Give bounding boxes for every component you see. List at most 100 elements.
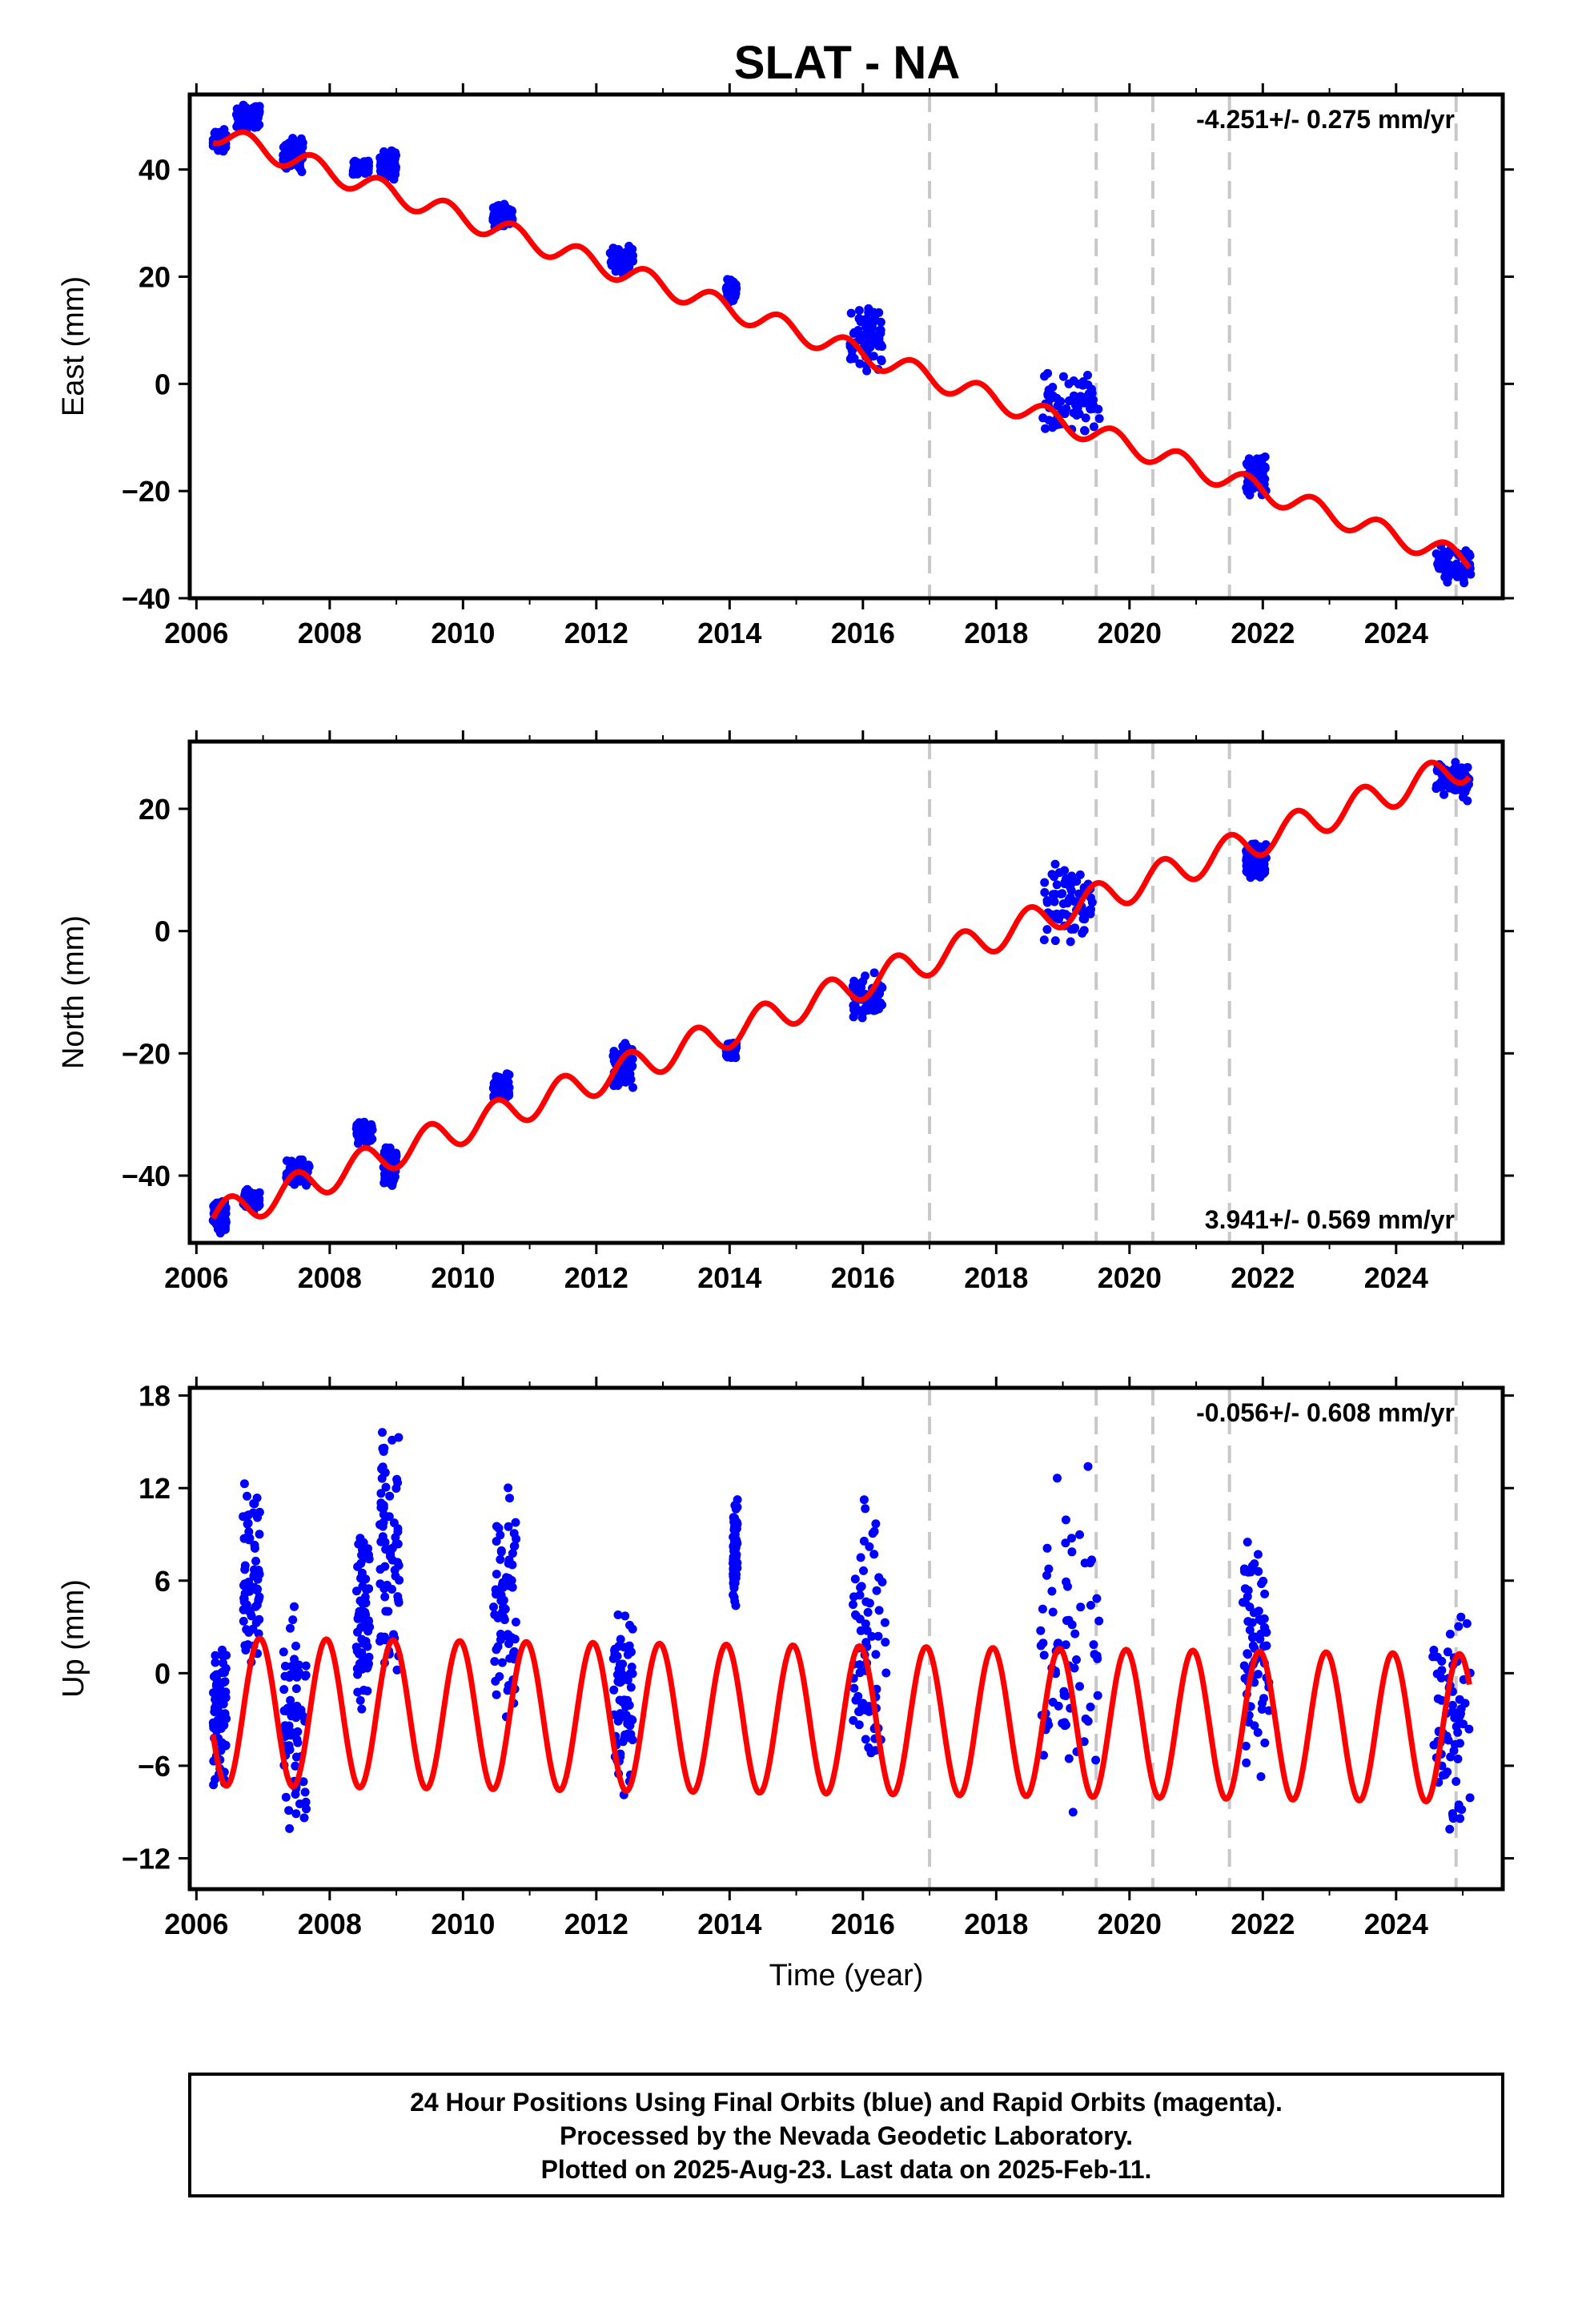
rate-label-north: 3.941+/- 0.569 mm/yr xyxy=(1205,1205,1455,1234)
footer-line-2: Processed by the Nevada Geodetic Laborat… xyxy=(560,2121,1133,2150)
y-tick-label: 6 xyxy=(155,1565,171,1598)
data-point xyxy=(869,968,879,978)
data-point xyxy=(384,151,394,161)
data-point xyxy=(861,1504,870,1514)
data-point xyxy=(847,351,857,360)
data-point xyxy=(286,1695,295,1705)
data-point xyxy=(1451,569,1460,579)
data-point xyxy=(292,1735,302,1744)
data-point xyxy=(511,1618,520,1626)
data-point xyxy=(1093,1691,1102,1700)
data-point xyxy=(1047,1586,1057,1596)
data-point xyxy=(1451,758,1460,767)
data-point xyxy=(857,1582,866,1591)
data-point xyxy=(627,1663,636,1672)
data-point xyxy=(1448,1811,1458,1820)
data-point xyxy=(299,1813,309,1823)
data-point xyxy=(1050,859,1060,869)
data-point xyxy=(376,1489,386,1498)
data-point xyxy=(855,1590,865,1600)
data-point xyxy=(1247,1618,1257,1627)
data-point xyxy=(1242,861,1251,870)
x-tick-label: 2018 xyxy=(964,617,1028,649)
data-point xyxy=(211,1681,221,1691)
footer-line-3: Plotted on 2025-Aug-23. Last data on 202… xyxy=(541,2155,1152,2184)
data-point xyxy=(613,245,623,254)
data-point xyxy=(1457,763,1467,773)
data-point xyxy=(1242,1758,1251,1767)
data-point xyxy=(1061,1640,1070,1650)
data-point xyxy=(502,1069,512,1079)
chart-title: SLAT - NA xyxy=(734,37,960,89)
data-point xyxy=(508,1560,517,1570)
data-point xyxy=(1073,407,1082,416)
data-point xyxy=(361,1620,371,1630)
data-point xyxy=(357,1704,367,1714)
data-point xyxy=(623,1650,632,1659)
data-point xyxy=(211,1651,220,1660)
x-tick-label: 2006 xyxy=(164,1261,228,1294)
data-point xyxy=(217,1222,227,1231)
data-point xyxy=(614,1714,624,1723)
data-point xyxy=(1260,1589,1270,1598)
data-point xyxy=(386,1552,395,1561)
data-point xyxy=(1081,1714,1090,1723)
panels: 2006 2008 2010 2012 2014 2016 2018 2020 2022 2024… xyxy=(57,83,1514,1992)
data-point xyxy=(859,1566,868,1575)
data-point xyxy=(854,983,864,992)
data-point xyxy=(1040,372,1049,381)
y-tick-label: 0 xyxy=(155,368,171,400)
data-point xyxy=(1050,936,1060,946)
data-point xyxy=(1243,1538,1252,1547)
data-point xyxy=(244,1580,254,1590)
data-point xyxy=(500,201,509,211)
data-point xyxy=(355,1695,365,1705)
data-point xyxy=(1038,413,1048,423)
data-point xyxy=(496,1546,506,1555)
x-tick-label: 2016 xyxy=(831,617,895,649)
data-point xyxy=(851,1610,860,1619)
data-point xyxy=(301,1671,311,1680)
data-point xyxy=(1429,1646,1439,1655)
data-point xyxy=(243,1519,252,1529)
y-tick-label: −20 xyxy=(122,475,171,508)
data-point xyxy=(856,317,865,327)
x-tick-label: 2008 xyxy=(298,1908,362,1940)
data-point xyxy=(1050,872,1059,882)
y-tick-label: −6 xyxy=(138,1750,171,1783)
data-point xyxy=(1048,1607,1058,1617)
data-point xyxy=(1454,1622,1464,1631)
data-point xyxy=(854,306,864,316)
data-point xyxy=(616,1664,625,1674)
data-point xyxy=(497,211,507,221)
data-point xyxy=(1085,906,1094,915)
data-point xyxy=(1094,414,1104,424)
footer-line-1: 24 Hour Positions Using Final Orbits (bl… xyxy=(410,2088,1283,2117)
data-point xyxy=(382,1145,391,1155)
data-point xyxy=(1453,1754,1463,1763)
data-point xyxy=(1454,1800,1464,1810)
data-point xyxy=(359,1117,369,1127)
data-point xyxy=(392,1474,402,1484)
data-point xyxy=(850,1574,860,1584)
y-tick-label: −12 xyxy=(122,1842,171,1875)
data-point xyxy=(1075,870,1085,879)
data-point xyxy=(849,1005,859,1015)
y-tick-label: 20 xyxy=(139,793,171,826)
data-point xyxy=(620,1611,630,1621)
data-point xyxy=(861,1735,870,1744)
data-point xyxy=(870,313,880,323)
data-point xyxy=(1445,1630,1455,1638)
data-point xyxy=(1053,401,1062,411)
data-point xyxy=(281,1792,291,1802)
data-point xyxy=(290,1602,299,1611)
data-point xyxy=(616,1634,625,1644)
data-point xyxy=(1436,782,1446,792)
y-axis-label-up: Up (mm) xyxy=(57,1579,90,1698)
data-point xyxy=(1089,1640,1098,1650)
data-point xyxy=(285,1823,295,1833)
data-point xyxy=(381,1545,391,1554)
data-point xyxy=(1454,561,1463,571)
data-point xyxy=(874,1606,884,1615)
data-point xyxy=(352,1586,361,1596)
